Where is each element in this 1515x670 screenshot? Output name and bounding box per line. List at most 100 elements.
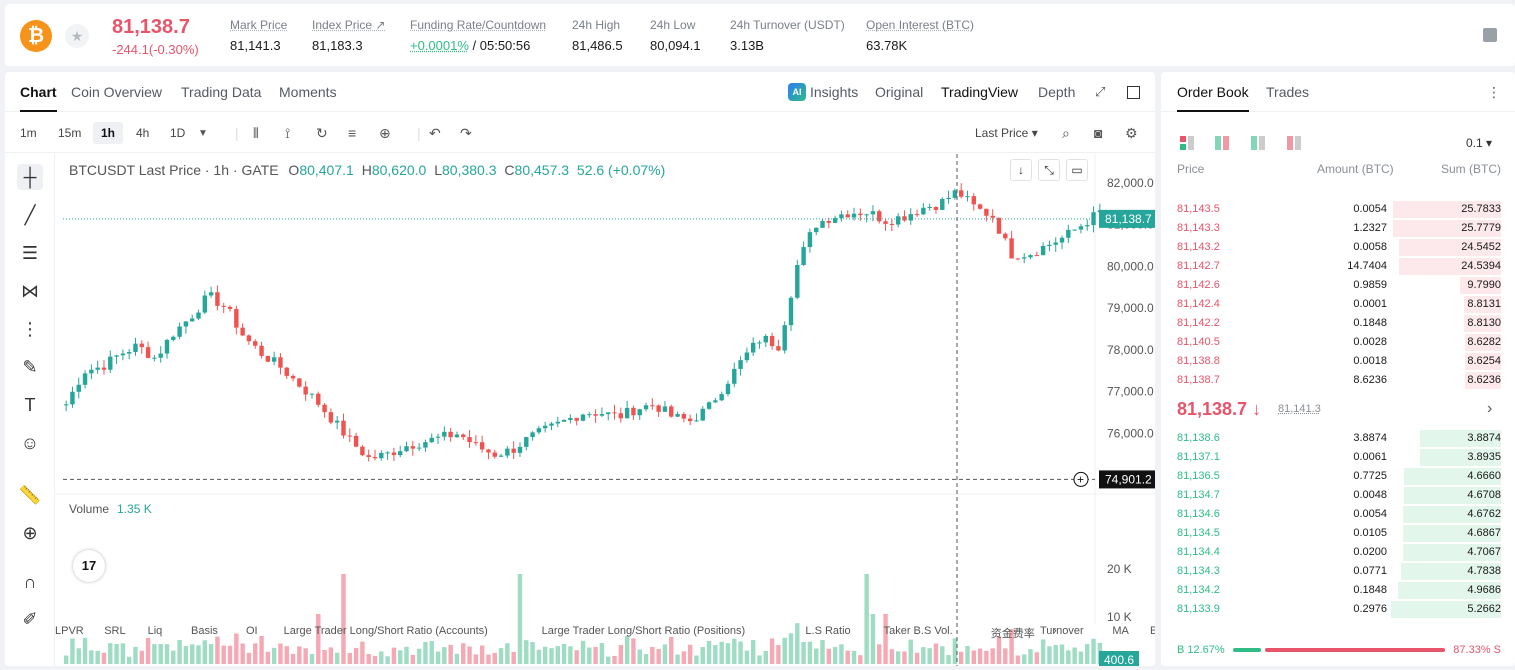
bid-row[interactable]: 81,134.4 0.0200 4.7067 — [1177, 543, 1501, 562]
zoom-in-icon[interactable]: ⊕ — [22, 523, 38, 543]
timeframe-1m[interactable]: 1m — [20, 126, 37, 140]
trendline-icon[interactable]: ╱ — [24, 205, 36, 225]
ruler-icon[interactable]: 📏 — [18, 485, 42, 505]
precision-select[interactable]: 0.1 ▾ — [1466, 136, 1493, 150]
tradingview-logo[interactable]: 17 — [73, 550, 105, 582]
view-tradingview[interactable]: TradingView — [941, 84, 1019, 100]
tab-coin-overview[interactable]: Coin Overview — [71, 84, 163, 100]
indicators-icon[interactable]: ⟟ — [285, 125, 291, 141]
price-type-select[interactable]: Last Price ▾ — [975, 126, 1038, 140]
view-original[interactable]: Original — [875, 84, 924, 100]
indicator-tab[interactable]: Liq — [147, 625, 163, 637]
volume-bar — [328, 647, 334, 664]
horizontal-lines-icon[interactable]: ☰ — [21, 243, 39, 263]
window-icon[interactable] — [1127, 86, 1140, 99]
tab-trading-data[interactable]: Trading Data — [181, 84, 262, 100]
timeframe-15m[interactable]: 15m — [58, 126, 82, 140]
collapse-icon[interactable]: ⤡ — [1038, 159, 1060, 181]
ask-row[interactable]: 81,143.3 1.2327 25.7779 — [1177, 219, 1501, 238]
favorite-star-icon[interactable]: ★ — [65, 24, 89, 48]
gear-icon[interactable]: ⚙ — [1125, 125, 1138, 141]
magnet-icon[interactable]: ∩ — [23, 572, 37, 592]
bid-row[interactable]: 81,134.6 0.0054 4.6762 — [1177, 505, 1501, 524]
volume-bar — [757, 655, 762, 664]
indicator-tab[interactable]: L.S Ratio — [805, 625, 851, 637]
indicator-tab[interactable]: LPVR — [55, 625, 84, 637]
ask-row[interactable]: 81,142.2 0.1848 8.8130 — [1177, 314, 1501, 333]
bid-row[interactable]: 81,137.1 0.0061 3.8935 — [1177, 448, 1501, 467]
timeframe-1d[interactable]: 1D — [170, 126, 186, 140]
tab-trades[interactable]: Trades — [1266, 84, 1310, 100]
view-depth[interactable]: Depth — [1038, 84, 1076, 100]
ask-row[interactable]: 81,143.5 0.0054 25.7833 — [1177, 200, 1501, 219]
candle — [599, 414, 605, 416]
bid-row[interactable]: 81,133.9 0.2976 5.2662 — [1177, 600, 1501, 619]
refresh-icon[interactable]: ↻ — [316, 125, 328, 141]
pencil-icon[interactable]: ✐ — [22, 609, 38, 629]
ask-row[interactable]: 81,142.4 0.0001 8.8131 — [1177, 295, 1501, 314]
volume-bar — [517, 574, 523, 664]
indicator-tab[interactable]: SRL — [104, 625, 126, 637]
tab-order-book[interactable]: Order Book — [1177, 84, 1249, 112]
price-chart[interactable]: 82,000.081,000.080,000.079,000.078,000.0… — [55, 154, 1155, 666]
book-icon[interactable] — [1483, 28, 1497, 42]
candle — [379, 452, 384, 459]
layout-split-icon[interactable] — [1214, 135, 1230, 151]
redo-icon[interactable]: ↷ — [460, 125, 472, 141]
ask-row[interactable]: 81,143.2 0.0058 24.5452 — [1177, 238, 1501, 257]
tab-chart[interactable]: Chart — [20, 84, 57, 112]
layout-both-icon[interactable] — [1179, 135, 1195, 151]
row-sum: 25.7833 — [1461, 203, 1501, 215]
indicator-tab[interactable]: 资金费率 — [990, 628, 1035, 640]
view-insights[interactable]: Insights — [810, 84, 859, 100]
stat-funding-rate: Funding Rate/Countdown +0.0001% / 05:50:… — [410, 18, 547, 53]
ask-row[interactable]: 81,138.8 0.0018 8.6254 — [1177, 352, 1501, 371]
indicator-tab[interactable]: Turnover — [1040, 625, 1084, 637]
chevron-right-icon[interactable]: › — [1487, 400, 1493, 417]
indicator-tab[interactable]: Taker B.S Vol. — [883, 625, 953, 637]
stat-index-price[interactable]: Index Price ↗ 81,183.3 — [312, 18, 386, 53]
bid-row[interactable]: 81,134.3 0.0771 4.7838 — [1177, 562, 1501, 581]
arrow-down-icon[interactable]: ↓ — [1010, 159, 1032, 181]
fib-icon[interactable]: ⋮ — [21, 319, 39, 339]
timeframe-1h[interactable]: 1h — [93, 122, 124, 144]
timeframe-dropdown-icon[interactable]: ▼ — [198, 128, 208, 139]
depth-bar — [1420, 430, 1501, 447]
tab-moments[interactable]: Moments — [279, 84, 337, 100]
bid-row[interactable]: 81,134.2 0.1848 4.9686 — [1177, 581, 1501, 600]
volume-bar — [826, 648, 832, 664]
add-indicator-icon[interactable]: ⊕ — [379, 125, 391, 141]
indicator-tab[interactable]: Basis — [191, 625, 218, 637]
bid-row[interactable]: 81,136.5 0.7725 4.6660 — [1177, 467, 1501, 486]
bid-row[interactable]: 81,134.5 0.0105 4.6867 — [1177, 524, 1501, 543]
layout-bids-icon[interactable] — [1250, 135, 1266, 151]
expand-icon[interactable]: ⤢ — [1095, 84, 1106, 99]
crosshair-icon[interactable]: ┼ — [17, 164, 43, 190]
indicator-tab[interactable]: EMA — [1150, 625, 1155, 637]
fullscreen-icon[interactable]: ▭ — [1066, 159, 1088, 181]
indicator-tab[interactable]: OI — [246, 625, 258, 637]
search-icon[interactable]: ⌕ — [1062, 125, 1070, 141]
more-icon[interactable]: ⋮ — [1487, 84, 1501, 100]
ask-row[interactable]: 81,142.7 14.7404 24.5394 — [1177, 257, 1501, 276]
ask-row[interactable]: 81,140.5 0.0028 8.6282 — [1177, 333, 1501, 352]
chevron-right-icon[interactable]: › — [1053, 625, 1057, 637]
camera-icon[interactable]: ◙ — [1094, 125, 1103, 141]
indicator-tab[interactable]: MA — [1112, 625, 1129, 637]
bid-row[interactable]: 81,134.7 0.0048 4.6708 — [1177, 486, 1501, 505]
list-icon[interactable]: ≡ — [348, 125, 357, 141]
layout-asks-icon[interactable] — [1286, 135, 1302, 151]
text-icon[interactable]: T — [24, 395, 36, 415]
candles-icon[interactable]: ⫴ — [253, 125, 259, 141]
pattern-icon[interactable]: ⋈ — [21, 281, 39, 301]
emoji-icon[interactable]: ☺ — [20, 433, 40, 453]
brush-icon[interactable]: ✎ — [22, 357, 38, 377]
undo-icon[interactable]: ↶ — [429, 125, 441, 141]
timeframe-4h[interactable]: 4h — [136, 126, 150, 140]
bid-row[interactable]: 81,138.6 3.8874 3.8874 — [1177, 429, 1501, 448]
ask-row[interactable]: 81,138.7 8.6236 8.6236 — [1177, 371, 1501, 390]
volume-bar — [914, 652, 920, 664]
indicator-tab[interactable]: Large Trader Long/Short Ratio (Positions… — [541, 625, 746, 637]
ask-row[interactable]: 81,142.6 0.9859 9.7990 — [1177, 276, 1501, 295]
indicator-tab[interactable]: Large Trader Long/Short Ratio (Accounts) — [283, 625, 488, 637]
